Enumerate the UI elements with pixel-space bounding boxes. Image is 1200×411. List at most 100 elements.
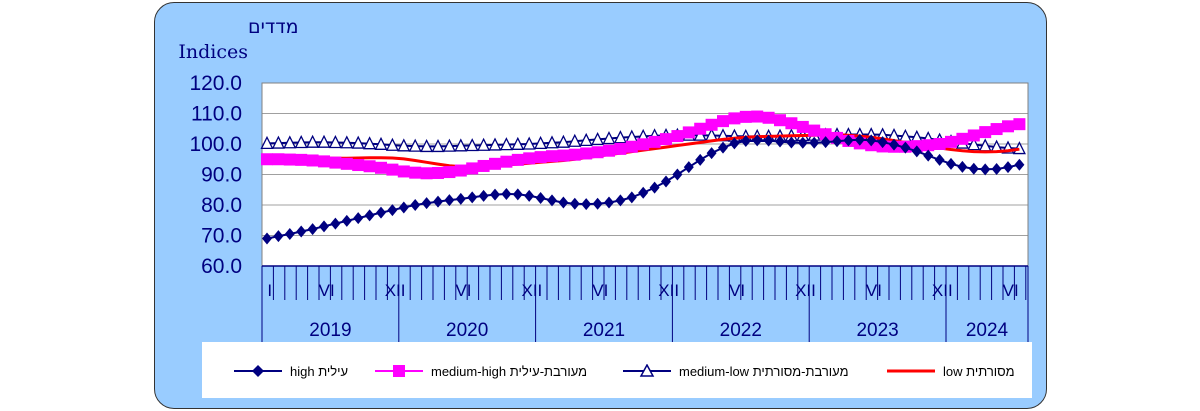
legend-item-low: מסורתית low	[885, 361, 1015, 381]
point-medium-high	[694, 122, 707, 135]
point-medium-low	[534, 135, 548, 150]
point-high	[467, 191, 478, 204]
month-label: VI	[1003, 281, 1019, 300]
point-high	[661, 175, 671, 188]
point-high	[683, 161, 694, 174]
point-medium-high	[580, 147, 593, 160]
point-high	[626, 191, 637, 204]
point-medium-high	[306, 154, 319, 167]
year-label: 2019	[309, 320, 351, 341]
month-label: I	[267, 281, 272, 300]
point-medium-high	[432, 166, 444, 179]
point-high	[307, 223, 318, 236]
point-medium-high	[466, 162, 479, 175]
point-high	[832, 135, 842, 148]
point-high	[980, 163, 991, 176]
point-medium-low	[260, 135, 274, 150]
point-medium-high	[500, 155, 513, 168]
point-medium-high	[614, 142, 627, 155]
point-high	[900, 141, 911, 154]
point-high	[410, 199, 421, 211]
point-medium-high	[1002, 120, 1014, 133]
point-high	[524, 189, 535, 202]
point-medium-high	[762, 111, 775, 124]
point-medium-low	[397, 138, 411, 152]
point-medium-low	[545, 135, 559, 149]
year-label: 2023	[856, 320, 898, 341]
point-medium-high	[397, 165, 410, 178]
point-high	[1014, 158, 1025, 171]
point-medium-high	[375, 161, 387, 174]
point-medium-low	[579, 132, 593, 146]
point-medium-high	[751, 110, 764, 123]
point-medium-high	[682, 126, 695, 139]
point-medium-low	[511, 136, 525, 150]
point-medium-high	[717, 115, 729, 128]
month-label: VI	[319, 281, 335, 300]
point-high	[991, 163, 1002, 176]
point-high	[433, 195, 443, 208]
point-medium-low	[374, 136, 388, 150]
point-medium-high	[785, 117, 798, 130]
point-medium-low	[477, 137, 491, 151]
point-medium-high	[340, 157, 353, 170]
point-high	[512, 188, 523, 201]
point-high	[284, 227, 295, 240]
y-axis-label-hebrew: מדדים	[248, 16, 299, 38]
point-medium-low	[340, 135, 354, 149]
point-high	[695, 153, 706, 166]
series-layer	[260, 110, 1026, 245]
point-medium-low	[317, 134, 331, 148]
point-medium-low	[294, 135, 308, 149]
point-medium-high	[352, 159, 365, 172]
point-high	[957, 160, 968, 173]
point-high	[330, 217, 341, 230]
year-label: 2022	[720, 320, 762, 341]
point-high	[786, 136, 797, 149]
point-medium-high	[363, 160, 376, 173]
point-high	[843, 134, 854, 147]
point-medium-high	[796, 120, 809, 133]
point-medium-high	[603, 144, 615, 157]
point-high	[387, 204, 398, 217]
point-high	[889, 138, 899, 151]
point-medium-low	[271, 135, 285, 149]
point-medium-low	[967, 137, 981, 151]
legend-label-high: עילית high	[290, 363, 349, 379]
point-high	[729, 137, 740, 150]
point-high	[364, 209, 375, 222]
point-high	[1003, 161, 1013, 174]
year-label: 2024	[966, 320, 1009, 341]
point-medium-high	[819, 128, 832, 141]
point-medium-high	[945, 135, 957, 148]
year-label: 2020	[446, 320, 488, 341]
year-label: 2021	[583, 320, 625, 341]
point-medium-high	[511, 153, 524, 166]
point-medium-high	[489, 157, 501, 170]
y-tick-label: 70.0	[201, 225, 242, 248]
point-medium-high	[660, 133, 672, 146]
point-high	[854, 133, 865, 146]
point-high	[820, 136, 831, 149]
point-medium-high	[979, 126, 992, 139]
point-medium-low	[328, 135, 342, 149]
legend: עילית high מעורבת-עילית medium-high מעור…	[202, 342, 1032, 398]
point-high	[649, 181, 660, 194]
point-medium-high	[420, 167, 433, 180]
y-tick-label: 100.0	[189, 133, 242, 156]
point-medium-high	[967, 129, 980, 142]
point-medium-low	[363, 136, 377, 150]
point-medium-high	[808, 124, 821, 137]
point-medium-high	[591, 146, 604, 159]
point-high	[490, 188, 500, 201]
month-label: VI	[729, 281, 745, 300]
point-medium-low	[454, 138, 468, 152]
point-medium-high	[671, 130, 684, 143]
y-axis-ticks: 120.0 110.0 100.0 90.0 80.0 70.0 60.0	[189, 72, 242, 278]
point-medium-low	[568, 133, 582, 147]
point-medium-low	[591, 131, 605, 146]
point-high	[547, 194, 557, 207]
point-medium-high	[283, 153, 296, 166]
point-high	[615, 194, 626, 207]
